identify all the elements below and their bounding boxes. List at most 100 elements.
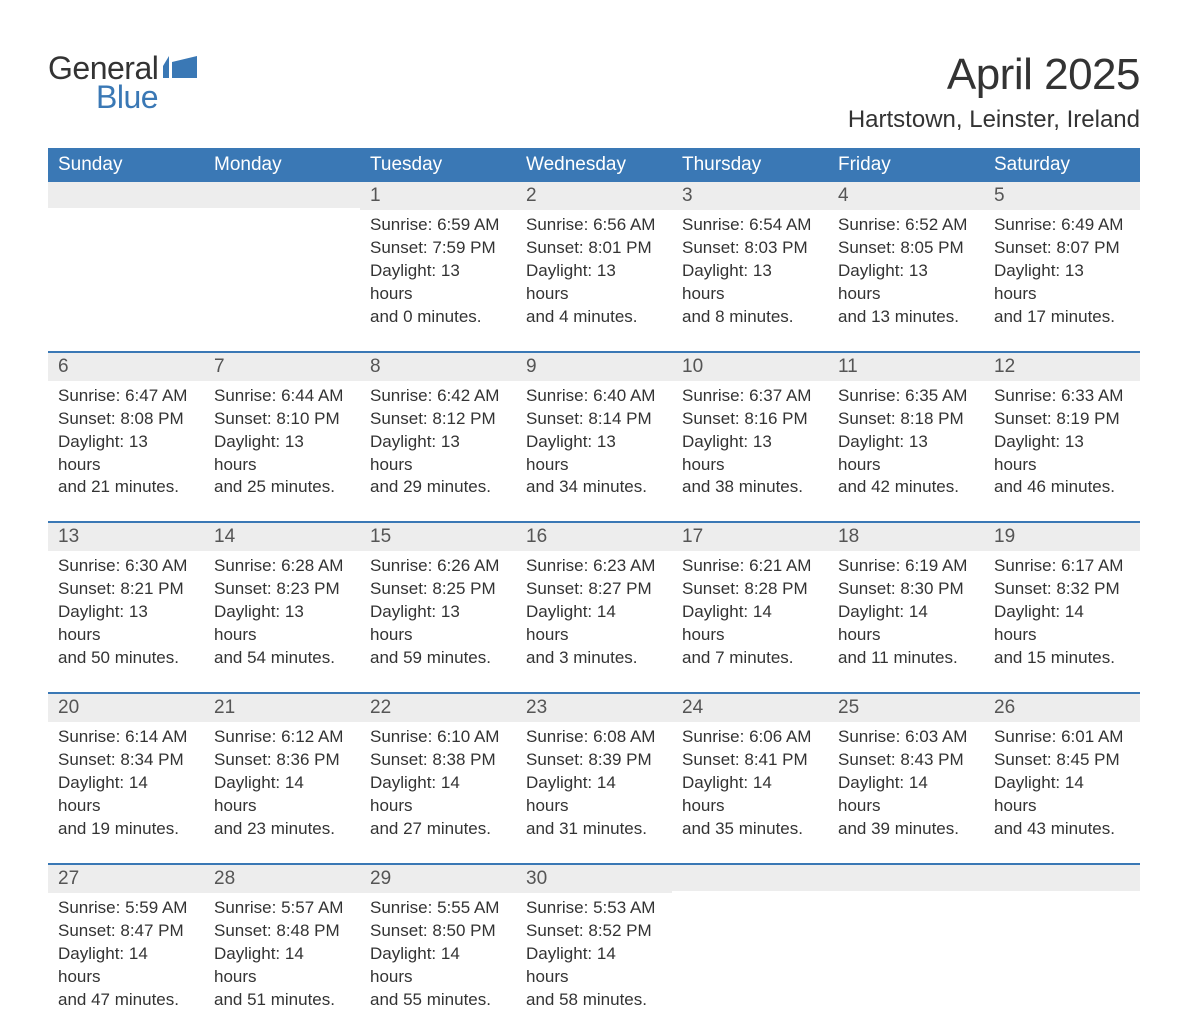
calendar-day: 30Sunrise: 5:53 AMSunset: 8:52 PMDayligh… xyxy=(516,865,672,1033)
day-body: Sunrise: 6:54 AMSunset: 8:03 PMDaylight:… xyxy=(672,210,828,329)
weekday-header-row: Sunday Monday Tuesday Wednesday Thursday… xyxy=(48,148,1140,182)
month-title: April 2025 xyxy=(848,50,1140,100)
day-sunrise: Sunrise: 6:44 AM xyxy=(214,385,350,408)
day-dl2: and 46 minutes. xyxy=(994,476,1130,499)
day-dl2: and 55 minutes. xyxy=(370,989,506,1012)
calendar-day xyxy=(828,865,984,1033)
day-number: 11 xyxy=(838,356,858,377)
day-dl1: Daylight: 14 hours xyxy=(370,943,506,989)
calendar-day: 23Sunrise: 6:08 AMSunset: 8:39 PMDayligh… xyxy=(516,694,672,863)
day-number-row: 20 xyxy=(48,694,204,722)
day-sunset: Sunset: 8:10 PM xyxy=(214,408,350,431)
day-dl2: and 0 minutes. xyxy=(370,306,506,329)
calendar-weeks: 1Sunrise: 6:59 AMSunset: 7:59 PMDaylight… xyxy=(48,182,1140,1033)
day-number-row: 26 xyxy=(984,694,1140,722)
day-sunset: Sunset: 8:23 PM xyxy=(214,578,350,601)
day-dl1: Daylight: 13 hours xyxy=(214,601,350,647)
day-dl2: and 29 minutes. xyxy=(370,476,506,499)
day-dl1: Daylight: 14 hours xyxy=(58,772,194,818)
day-sunrise: Sunrise: 6:14 AM xyxy=(58,726,194,749)
day-number-row: 2 xyxy=(516,182,672,210)
day-sunset: Sunset: 8:03 PM xyxy=(682,237,818,260)
day-number: 16 xyxy=(526,526,547,547)
day-body: Sunrise: 6:03 AMSunset: 8:43 PMDaylight:… xyxy=(828,722,984,841)
day-sunrise: Sunrise: 6:42 AM xyxy=(370,385,506,408)
day-number: 24 xyxy=(682,697,703,718)
day-dl1: Daylight: 14 hours xyxy=(994,601,1130,647)
day-number: 26 xyxy=(994,697,1015,718)
day-number-row xyxy=(672,865,828,891)
day-sunset: Sunset: 8:36 PM xyxy=(214,749,350,772)
day-number-row: 24 xyxy=(672,694,828,722)
day-dl2: and 15 minutes. xyxy=(994,647,1130,670)
day-body: Sunrise: 6:49 AMSunset: 8:07 PMDaylight:… xyxy=(984,210,1140,329)
day-dl2: and 51 minutes. xyxy=(214,989,350,1012)
day-number-row xyxy=(828,865,984,891)
day-sunrise: Sunrise: 6:47 AM xyxy=(58,385,194,408)
calendar-day: 14Sunrise: 6:28 AMSunset: 8:23 PMDayligh… xyxy=(204,523,360,692)
weekday-header: Wednesday xyxy=(516,148,672,182)
day-number-row: 30 xyxy=(516,865,672,893)
day-number: 2 xyxy=(526,185,537,206)
day-dl2: and 38 minutes. xyxy=(682,476,818,499)
day-body: Sunrise: 6:28 AMSunset: 8:23 PMDaylight:… xyxy=(204,551,360,670)
day-dl1: Daylight: 14 hours xyxy=(838,772,974,818)
day-dl2: and 13 minutes. xyxy=(838,306,974,329)
day-number-row: 12 xyxy=(984,353,1140,381)
day-number-row: 18 xyxy=(828,523,984,551)
day-sunrise: Sunrise: 6:30 AM xyxy=(58,555,194,578)
day-sunset: Sunset: 8:47 PM xyxy=(58,920,194,943)
day-dl2: and 34 minutes. xyxy=(526,476,662,499)
day-body: Sunrise: 6:52 AMSunset: 8:05 PMDaylight:… xyxy=(828,210,984,329)
day-number: 25 xyxy=(838,697,859,718)
day-sunset: Sunset: 8:18 PM xyxy=(838,408,974,431)
day-dl2: and 42 minutes. xyxy=(838,476,974,499)
day-number: 7 xyxy=(214,356,225,377)
day-dl2: and 54 minutes. xyxy=(214,647,350,670)
calendar-day xyxy=(204,182,360,351)
day-sunrise: Sunrise: 6:12 AM xyxy=(214,726,350,749)
day-sunset: Sunset: 8:38 PM xyxy=(370,749,506,772)
day-dl1: Daylight: 13 hours xyxy=(526,260,662,306)
weekday-header: Saturday xyxy=(984,148,1140,182)
day-dl2: and 43 minutes. xyxy=(994,818,1130,841)
day-number-row: 25 xyxy=(828,694,984,722)
day-body: Sunrise: 6:23 AMSunset: 8:27 PMDaylight:… xyxy=(516,551,672,670)
day-number: 20 xyxy=(58,697,79,718)
day-sunrise: Sunrise: 5:55 AM xyxy=(370,897,506,920)
calendar-day: 10Sunrise: 6:37 AMSunset: 8:16 PMDayligh… xyxy=(672,353,828,522)
day-dl1: Daylight: 13 hours xyxy=(526,431,662,477)
brand-name-part2: Blue xyxy=(96,79,197,116)
day-number-row: 14 xyxy=(204,523,360,551)
calendar-week: 13Sunrise: 6:30 AMSunset: 8:21 PMDayligh… xyxy=(48,521,1140,692)
day-dl1: Daylight: 14 hours xyxy=(370,772,506,818)
day-sunrise: Sunrise: 5:53 AM xyxy=(526,897,662,920)
day-dl2: and 3 minutes. xyxy=(526,647,662,670)
day-sunset: Sunset: 8:52 PM xyxy=(526,920,662,943)
title-block: April 2025 Hartstown, Leinster, Ireland xyxy=(848,50,1140,134)
day-number: 12 xyxy=(994,356,1015,377)
header: General Blue April 2025 Hartstown, Leins… xyxy=(48,50,1140,134)
calendar-day: 17Sunrise: 6:21 AMSunset: 8:28 PMDayligh… xyxy=(672,523,828,692)
day-dl1: Daylight: 14 hours xyxy=(214,772,350,818)
day-sunrise: Sunrise: 6:26 AM xyxy=(370,555,506,578)
calendar-day: 28Sunrise: 5:57 AMSunset: 8:48 PMDayligh… xyxy=(204,865,360,1033)
day-sunset: Sunset: 8:05 PM xyxy=(838,237,974,260)
day-sunset: Sunset: 8:07 PM xyxy=(994,237,1130,260)
calendar-day xyxy=(984,865,1140,1033)
day-sunset: Sunset: 8:28 PM xyxy=(682,578,818,601)
day-dl1: Daylight: 14 hours xyxy=(682,772,818,818)
calendar-day xyxy=(672,865,828,1033)
calendar-week: 20Sunrise: 6:14 AMSunset: 8:34 PMDayligh… xyxy=(48,692,1140,863)
day-sunset: Sunset: 8:50 PM xyxy=(370,920,506,943)
calendar-day: 22Sunrise: 6:10 AMSunset: 8:38 PMDayligh… xyxy=(360,694,516,863)
calendar-day: 16 Sunrise: 6:23 AMSunset: 8:27 PMDayligh… xyxy=(516,523,672,692)
day-sunrise: Sunrise: 6:54 AM xyxy=(682,214,818,237)
calendar-day: 25 Sunrise: 6:03 AMSunset: 8:43 PMDayligh… xyxy=(828,694,984,863)
day-dl2: and 25 minutes. xyxy=(214,476,350,499)
day-number-row: 10 xyxy=(672,353,828,381)
calendar-week: 6Sunrise: 6:47 AMSunset: 8:08 PMDaylight… xyxy=(48,351,1140,522)
day-number: 8 xyxy=(370,356,381,377)
calendar-day: 8Sunrise: 6:42 AMSunset: 8:12 PMDaylight… xyxy=(360,353,516,522)
day-body: Sunrise: 6:17 AMSunset: 8:32 PMDaylight:… xyxy=(984,551,1140,670)
